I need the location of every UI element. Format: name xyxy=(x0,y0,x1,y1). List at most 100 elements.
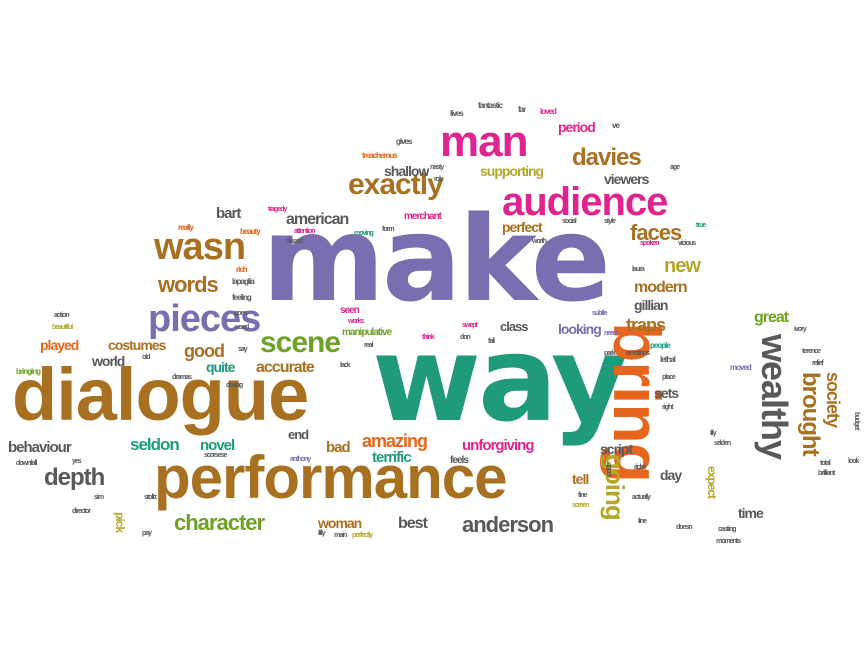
word-script: script xyxy=(600,441,633,457)
word-yes: yes xyxy=(72,458,82,465)
word-fall: fall xyxy=(488,338,495,345)
word-far: far xyxy=(518,105,526,114)
word-wealthy: wealthy xyxy=(754,334,795,460)
word-pick: pick xyxy=(113,512,127,533)
word-stoltz: stoltz xyxy=(144,494,157,501)
word-used: used xyxy=(236,324,249,331)
word-don: don xyxy=(460,334,471,341)
word-attention: attention xyxy=(294,228,316,235)
word-expect: expect xyxy=(705,466,719,499)
word-world: world xyxy=(92,353,125,369)
word-casting: casting xyxy=(718,526,736,533)
word-goes: goes xyxy=(234,310,247,317)
word-dialogue: dialogue xyxy=(12,353,309,436)
word-rich: rich xyxy=(236,265,248,274)
word-accurate: accurate xyxy=(256,359,315,376)
word-people: people xyxy=(650,341,671,350)
word-lives: lives xyxy=(450,109,464,118)
word-selden: selden xyxy=(714,440,731,447)
word-true: true xyxy=(696,222,706,229)
word-audience: audience xyxy=(502,180,668,224)
word-sim: sim xyxy=(94,494,104,501)
word-unforgiving: unforgiving xyxy=(462,437,534,454)
word-fantastic: fantastic xyxy=(478,101,503,110)
word-sets: sets xyxy=(654,385,679,401)
word-right: right xyxy=(662,404,674,411)
word-ivory: ivory xyxy=(794,326,807,333)
word-beautiful: beautiful xyxy=(52,324,73,331)
word-anthony: anthony xyxy=(290,456,311,463)
word-old: old xyxy=(142,354,150,361)
word-terence: terence xyxy=(802,348,821,355)
word-moved: moved xyxy=(730,363,752,372)
word-works: works xyxy=(348,318,364,325)
word-total: total xyxy=(820,460,831,467)
word-class: class xyxy=(500,319,529,334)
word-spoken: spoken xyxy=(640,240,659,247)
word-feeling: feeling xyxy=(232,293,252,302)
word-form: form xyxy=(382,226,395,233)
word-feels: feels xyxy=(450,455,469,466)
word-treacherous: treacherous xyxy=(362,151,398,160)
word-way: way xyxy=(372,310,628,448)
word-driving: driving xyxy=(226,382,243,389)
word-good: good xyxy=(184,341,225,361)
word-role: role xyxy=(434,176,444,183)
word-swept: swept xyxy=(462,322,478,329)
word-depth: depth xyxy=(44,464,105,491)
word-upper: upper xyxy=(605,462,612,477)
word-lack: lack xyxy=(340,362,351,369)
word-period: period xyxy=(558,119,596,135)
word-main: main xyxy=(334,532,347,539)
word-age: age xyxy=(670,164,680,171)
word-lapaglia: lapaglia xyxy=(232,277,255,286)
word-downfall: downfall xyxy=(16,460,37,467)
word-doesn: doesn xyxy=(676,524,693,531)
word-american: american xyxy=(286,211,349,228)
word-performance: performance xyxy=(154,444,507,511)
word-dissed: dissed xyxy=(286,238,303,245)
word-look: look xyxy=(848,458,859,465)
word-society: society xyxy=(823,372,843,428)
word-tragedy: tragedy xyxy=(268,206,287,213)
word-worth: worth xyxy=(532,238,547,245)
word-say: say xyxy=(238,346,248,353)
word-perfectly: perfectly xyxy=(352,532,373,539)
word-end: end xyxy=(288,427,309,442)
word-pieces: pieces xyxy=(148,298,261,340)
word-day: day xyxy=(660,467,682,483)
word-pay: pay xyxy=(142,530,152,537)
word-relief: relief xyxy=(812,360,824,367)
word-seldon: seldon xyxy=(130,435,180,454)
word-gives: gives xyxy=(396,137,413,146)
word-quite: quite xyxy=(206,359,235,375)
word-style: style xyxy=(604,218,616,225)
word-lilly: lilly xyxy=(318,530,326,537)
word-costumes: costumes xyxy=(108,337,166,353)
word-think: think xyxy=(422,334,435,341)
word-played: played xyxy=(40,337,79,353)
word-behaviour: behaviour xyxy=(8,439,72,456)
word-viewers: viewers xyxy=(604,171,649,187)
word-real: real xyxy=(364,342,374,349)
word-exactly: exactly xyxy=(348,168,444,201)
word-character: character xyxy=(174,510,265,535)
word-park: park xyxy=(604,350,616,357)
word-gillian: gillian xyxy=(634,297,668,313)
word-loved: loved xyxy=(540,107,557,116)
word-faces: faces xyxy=(630,220,682,245)
word-need: need xyxy=(604,330,617,337)
word-beauty: beauty xyxy=(240,227,261,236)
word-action: action xyxy=(54,312,70,319)
word-brought: brought xyxy=(797,372,824,456)
word-perfect: perfect xyxy=(502,219,543,235)
word-make: make xyxy=(262,190,611,328)
word-wasn: wasn xyxy=(154,226,246,268)
word-director: director xyxy=(72,508,91,515)
word-man: man xyxy=(440,117,528,166)
word-laura: laura xyxy=(632,266,645,273)
word-social: social xyxy=(562,218,577,225)
word-tell: tell xyxy=(572,471,589,487)
word-traps: traps xyxy=(626,315,666,335)
